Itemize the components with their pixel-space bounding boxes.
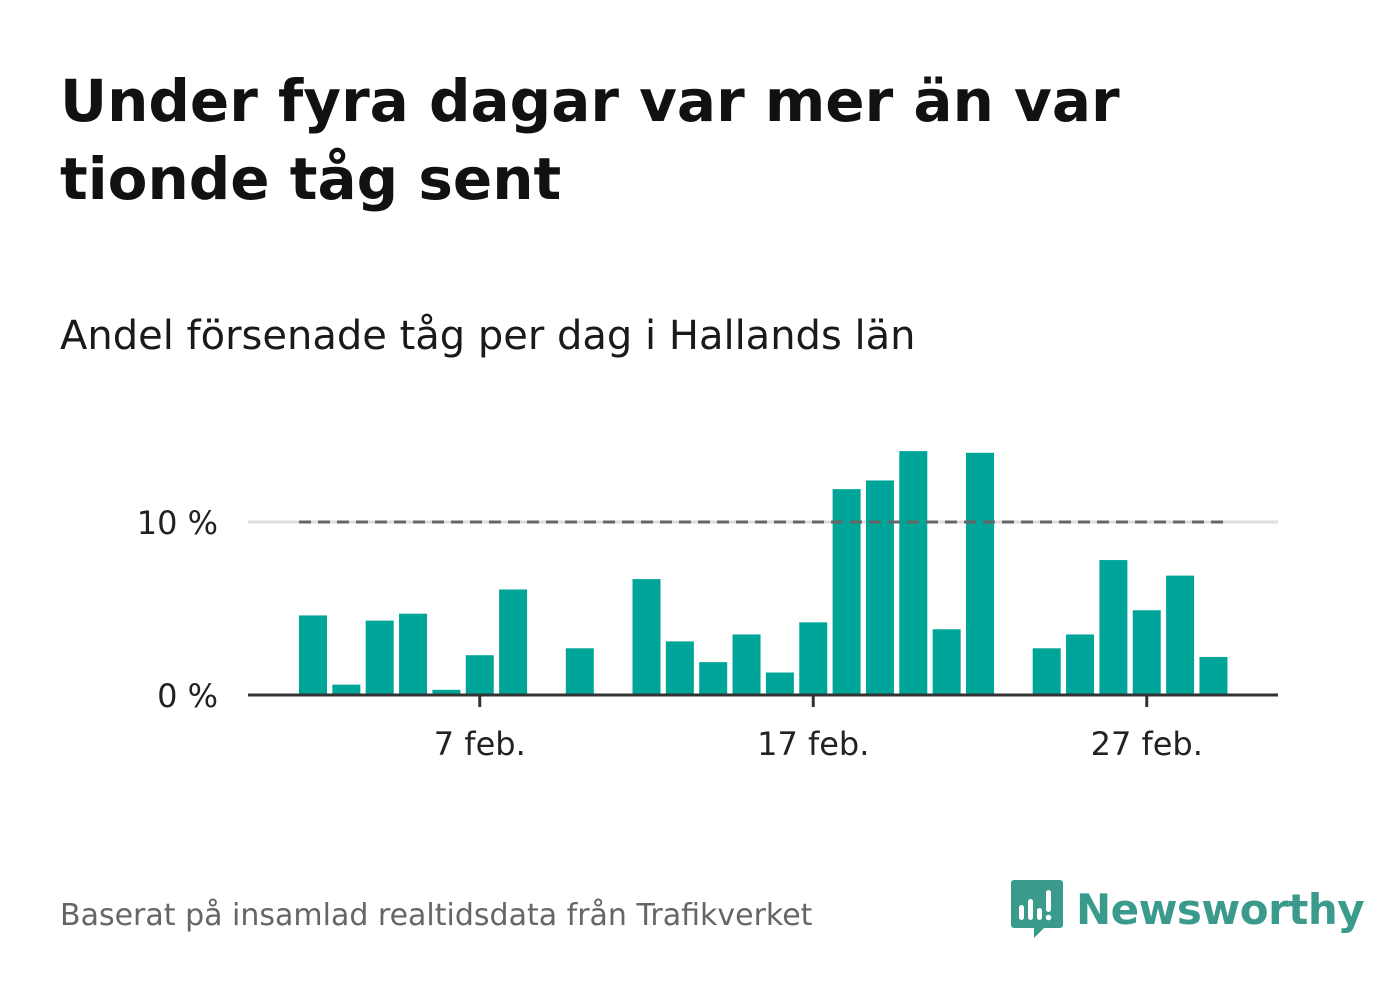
bar [1166,575,1195,695]
bar [1199,656,1228,695]
bar [732,634,761,695]
y-tick-label: 10 % [137,504,218,542]
bar [865,480,894,695]
bar [765,672,794,695]
bar [1032,648,1061,695]
y-axis-labels: 0 % 10 % [137,504,218,715]
bar [1099,560,1128,695]
bar [399,613,428,695]
x-axis [248,693,1278,707]
bar [832,489,861,695]
bar [365,620,394,695]
bar [565,648,594,695]
bar [499,589,528,695]
bar [665,641,694,695]
bar [1132,610,1161,695]
x-tick-label: 27 feb. [1091,725,1203,763]
bar [699,662,728,695]
bar [899,451,928,695]
bar [1066,634,1095,695]
bar-chart-speech-bubble-icon [1011,880,1063,938]
bars [299,451,1228,695]
chart-subtitle: Andel försenade tåg per dag i Hallands l… [60,313,916,359]
logo-text: Newsworthy [1076,884,1365,934]
x-axis-labels: 7 feb. 17 feb. 27 feb. [434,725,1203,763]
bar [332,684,361,695]
source-note: Baserat på insamlad realtidsdata från Tr… [60,898,813,933]
bar [966,452,994,695]
chart-title: Under fyra dagar var mer än var tionde t… [60,67,1120,213]
bar [632,579,661,695]
x-tick-label: 7 feb. [434,725,526,763]
bar [299,615,327,695]
x-tick-label: 17 feb. [757,725,869,763]
newsworthy-logo[interactable]: Newsworthy [1010,878,1365,940]
bar [432,689,461,695]
y-tick-label: 0 % [157,677,218,715]
bar [465,655,494,695]
bar [799,622,828,695]
bar [932,629,961,695]
